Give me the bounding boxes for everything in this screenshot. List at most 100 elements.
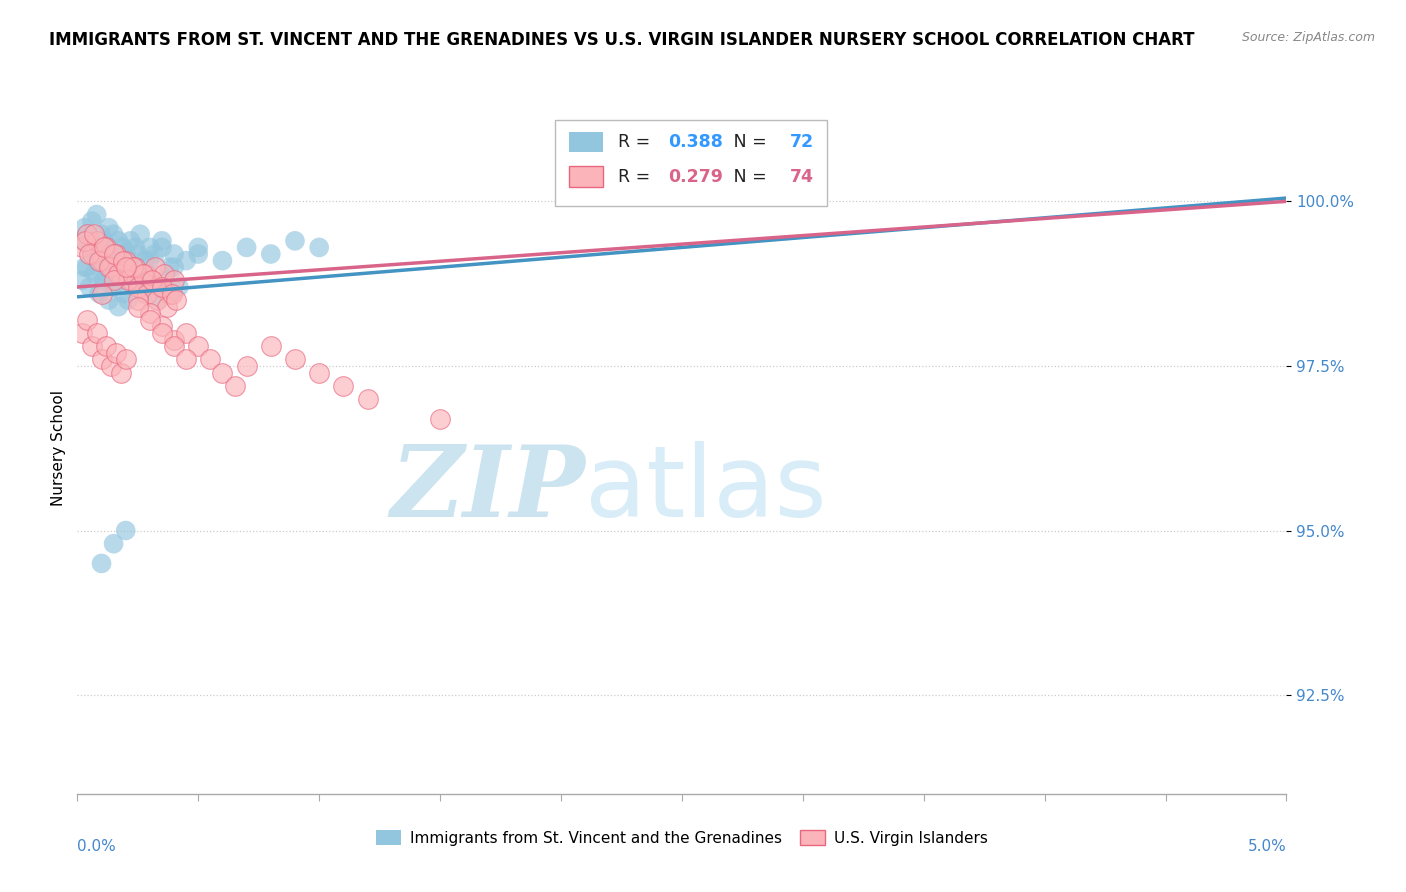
Point bbox=[90, 253, 112, 268]
Point bbox=[93, 234, 115, 248]
Point bbox=[308, 366, 330, 380]
Point bbox=[90, 286, 112, 301]
Point bbox=[122, 280, 145, 294]
Point bbox=[83, 247, 105, 261]
Point bbox=[308, 240, 330, 254]
Point bbox=[93, 240, 115, 254]
Point bbox=[174, 326, 197, 340]
Point bbox=[93, 273, 115, 287]
Point bbox=[100, 359, 122, 373]
Text: atlas: atlas bbox=[585, 442, 827, 538]
Point bbox=[139, 253, 162, 268]
Point bbox=[146, 293, 169, 307]
Point bbox=[117, 273, 139, 287]
Point bbox=[103, 273, 125, 287]
Point bbox=[157, 286, 180, 301]
Point bbox=[134, 267, 156, 281]
Point bbox=[76, 313, 98, 327]
Point bbox=[79, 247, 101, 261]
Point bbox=[141, 280, 163, 294]
Text: 0.0%: 0.0% bbox=[77, 838, 117, 854]
Point bbox=[86, 326, 108, 340]
Point bbox=[160, 286, 183, 301]
Point bbox=[143, 260, 166, 275]
Point bbox=[100, 247, 122, 261]
Point bbox=[76, 260, 98, 275]
Point bbox=[150, 326, 173, 340]
Point bbox=[122, 260, 145, 275]
Point bbox=[139, 273, 162, 287]
Point bbox=[112, 253, 135, 268]
Point bbox=[96, 240, 118, 254]
Point bbox=[90, 557, 112, 571]
Point bbox=[114, 253, 136, 268]
Point bbox=[124, 240, 146, 254]
Point bbox=[211, 366, 233, 380]
Point bbox=[73, 234, 96, 248]
Point bbox=[103, 247, 125, 261]
Point bbox=[105, 253, 128, 268]
Point bbox=[70, 273, 93, 287]
Y-axis label: Nursery School: Nursery School bbox=[51, 390, 66, 507]
Point bbox=[79, 240, 101, 254]
Point bbox=[150, 234, 173, 248]
Point bbox=[117, 293, 139, 307]
Point bbox=[83, 227, 105, 242]
Point bbox=[90, 352, 112, 367]
Point bbox=[110, 260, 132, 275]
Point bbox=[153, 267, 176, 281]
Text: R =: R = bbox=[617, 133, 655, 151]
Point bbox=[127, 293, 149, 307]
Point bbox=[143, 247, 166, 261]
Text: 72: 72 bbox=[790, 133, 814, 151]
Point bbox=[156, 300, 179, 314]
Point bbox=[103, 537, 125, 551]
Point bbox=[174, 253, 197, 268]
Point bbox=[131, 286, 153, 301]
Point bbox=[70, 326, 93, 340]
Point bbox=[73, 260, 96, 275]
Point bbox=[120, 234, 142, 248]
Point bbox=[163, 333, 186, 347]
Point bbox=[112, 240, 135, 254]
Point bbox=[332, 378, 354, 392]
Point bbox=[80, 339, 103, 353]
Point bbox=[103, 280, 125, 294]
Point bbox=[157, 260, 180, 275]
Point bbox=[129, 227, 152, 242]
Point bbox=[187, 247, 209, 261]
Point bbox=[163, 339, 186, 353]
Point bbox=[127, 280, 149, 294]
Point bbox=[96, 240, 118, 254]
Point bbox=[107, 267, 129, 281]
Point bbox=[235, 240, 257, 254]
Point bbox=[90, 227, 112, 242]
Point bbox=[139, 306, 162, 320]
Point bbox=[284, 234, 307, 248]
Point bbox=[97, 293, 120, 307]
Point bbox=[124, 260, 146, 275]
Text: Source: ZipAtlas.com: Source: ZipAtlas.com bbox=[1241, 31, 1375, 45]
FancyBboxPatch shape bbox=[555, 120, 827, 206]
Point bbox=[114, 247, 136, 261]
Point bbox=[87, 253, 110, 268]
Point bbox=[174, 352, 197, 367]
Point bbox=[167, 280, 190, 294]
Point bbox=[114, 260, 136, 275]
Point bbox=[80, 247, 103, 261]
Point bbox=[150, 319, 173, 334]
Point bbox=[114, 352, 136, 367]
Point bbox=[103, 227, 125, 242]
Point bbox=[160, 286, 183, 301]
Point bbox=[141, 273, 163, 287]
Point bbox=[70, 234, 93, 248]
Point bbox=[96, 260, 118, 275]
Point bbox=[105, 247, 128, 261]
FancyBboxPatch shape bbox=[569, 132, 603, 153]
Point bbox=[87, 253, 110, 268]
Point bbox=[139, 240, 162, 254]
Point bbox=[131, 267, 153, 281]
Point bbox=[90, 267, 112, 281]
Point bbox=[86, 253, 108, 268]
Point bbox=[110, 267, 132, 281]
